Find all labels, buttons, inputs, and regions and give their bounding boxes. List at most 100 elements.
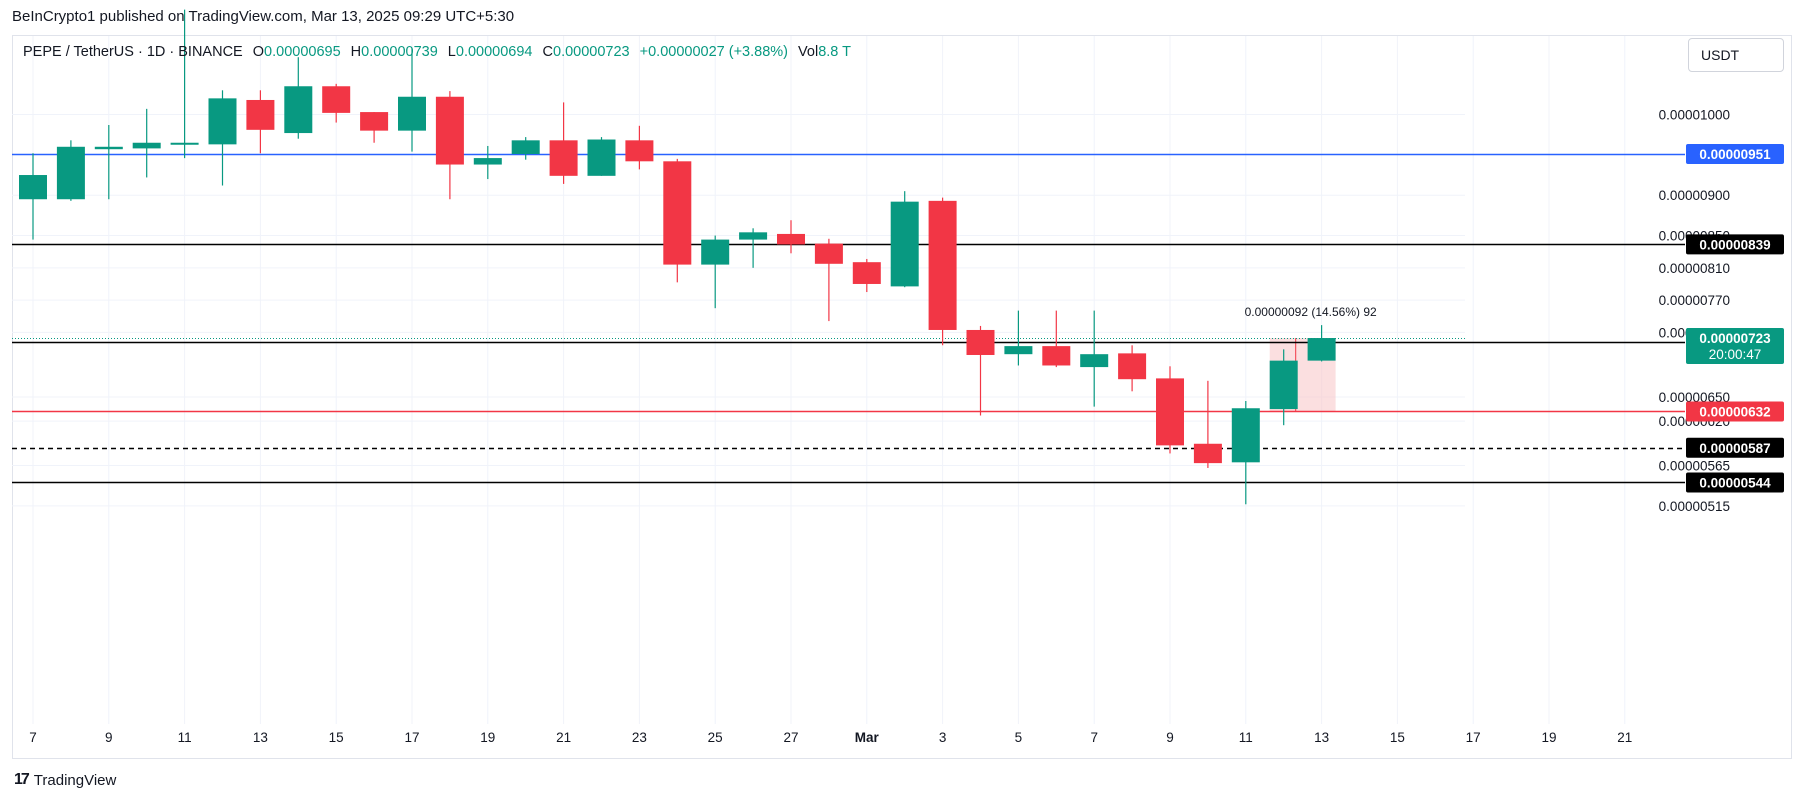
candle	[511, 137, 540, 160]
x-tick-label: 15	[329, 730, 344, 745]
price-tag-label-bg	[1686, 401, 1784, 422]
countdown-label: 20:00:47	[1709, 347, 1762, 362]
x-tick-label: 15	[1390, 730, 1405, 745]
y-tick-label: 0.00000650	[1659, 390, 1730, 405]
x-tick-label: 19	[1541, 730, 1556, 745]
candle	[94, 124, 123, 200]
candle-body	[511, 140, 540, 155]
candle-body	[1080, 354, 1109, 368]
candle	[1118, 345, 1147, 392]
x-tick-label: 11	[1239, 730, 1253, 745]
candle	[739, 228, 768, 268]
candle-body	[246, 99, 275, 130]
y-tick-label: 0.00000810	[1659, 261, 1730, 276]
candle-body	[777, 233, 805, 245]
candle-body	[1269, 360, 1298, 410]
grid-layer	[12, 36, 1626, 724]
axes-layer: 7 9 11 13 15 17 19 21 23 25 27 Mar 3 5 7 9 11 13 15 17 19 21 0…	[29, 108, 1730, 746]
candle-body	[1118, 353, 1147, 380]
candle	[208, 90, 237, 186]
x-tick-label: 7	[29, 730, 37, 745]
price-labels-layer: 0.000009510.000008390.000007180.00000632…	[1686, 144, 1784, 493]
candle	[170, 9, 199, 159]
price-tag-label: 0.00000951	[1699, 147, 1771, 162]
x-tick-label: 21	[556, 730, 571, 745]
candle	[852, 258, 881, 293]
tradingview-logo-icon: 17	[14, 771, 30, 788]
legend-high-label: H	[350, 44, 362, 60]
legend-vol-value: 8.8 T	[818, 44, 851, 60]
x-tick-label: 27	[783, 730, 798, 745]
candle-body	[814, 243, 843, 264]
candle-body	[663, 161, 692, 265]
candle	[549, 102, 578, 184]
candle	[360, 112, 389, 143]
candle	[701, 235, 730, 309]
publisher-line: BeInCrypto1 published on TradingView.com…	[12, 8, 515, 25]
candle	[1307, 325, 1336, 362]
tradingview-brand[interactable]: 17 TradingView	[14, 771, 116, 789]
candle-body	[890, 201, 919, 287]
last-price-label-bg	[1686, 328, 1784, 365]
chart-legend: PEPE / TetherUS · 1D · BINANCE O0.000006…	[23, 44, 851, 60]
candle-body	[284, 86, 313, 134]
price-tag-label-bg	[1686, 234, 1784, 255]
candle	[1193, 380, 1222, 468]
legend-vol-label: Vol	[798, 44, 819, 60]
x-tick-label: 17	[404, 730, 419, 745]
candle	[1231, 400, 1260, 505]
candle	[284, 57, 313, 139]
candle-body	[928, 200, 957, 330]
candle	[1004, 310, 1033, 366]
candle	[322, 83, 351, 123]
candle-body	[739, 232, 768, 240]
x-tick-label: 9	[1166, 730, 1174, 745]
x-tick-label: 25	[708, 730, 723, 745]
currency-selector-button[interactable]: USDT	[1688, 38, 1784, 72]
candle-body	[1307, 338, 1336, 361]
price-tag-label-bg	[1686, 437, 1784, 458]
candle	[814, 238, 843, 322]
candle-body	[701, 239, 730, 265]
legend-open-value: 0.00000695	[264, 44, 341, 60]
candle-body	[1193, 443, 1222, 464]
legend-close-value: 0.00000723	[553, 44, 630, 60]
y-tick-label: 0.00000515	[1659, 499, 1730, 514]
candle-body	[435, 96, 464, 165]
candle	[19, 153, 47, 240]
price-tag-label: 0.00000632	[1699, 404, 1770, 419]
candle	[398, 48, 426, 152]
candle	[777, 220, 805, 254]
legend-symbol: PEPE / TetherUS · 1D · BINANCE	[23, 44, 243, 60]
candle	[435, 91, 464, 200]
candle	[1080, 310, 1109, 407]
candle	[246, 90, 275, 154]
candle	[663, 158, 692, 283]
candle-body	[132, 142, 161, 149]
legend-change-value: +0.00000027 (+3.88%)	[639, 44, 788, 60]
y-tick-label: 0.00001000	[1659, 108, 1730, 123]
candle-body	[94, 146, 123, 150]
candle	[1269, 349, 1298, 426]
y-tick-label: 0.00000770	[1659, 293, 1730, 308]
candle-body	[19, 175, 47, 200]
x-tick-label: 17	[1466, 730, 1481, 745]
x-tick-label: 23	[632, 730, 647, 745]
candle-body	[852, 262, 881, 284]
price-tag-label: 0.00000839	[1699, 237, 1770, 252]
y-tick-label: 0.00000900	[1659, 188, 1730, 203]
last-price-label: 0.00000723	[1699, 331, 1771, 346]
candles-layer	[19, 9, 1336, 505]
y-tick-label: 0.00000565	[1659, 459, 1730, 474]
candle	[928, 197, 957, 346]
candle-body	[1156, 378, 1184, 446]
x-tick-label: 19	[480, 730, 495, 745]
candle-body	[170, 142, 199, 145]
x-tick-label: 13	[253, 730, 268, 745]
x-tick-label: 5	[1015, 730, 1023, 745]
x-tick-label: 3	[939, 730, 947, 745]
candle-body	[1231, 408, 1260, 463]
candle	[132, 108, 161, 178]
